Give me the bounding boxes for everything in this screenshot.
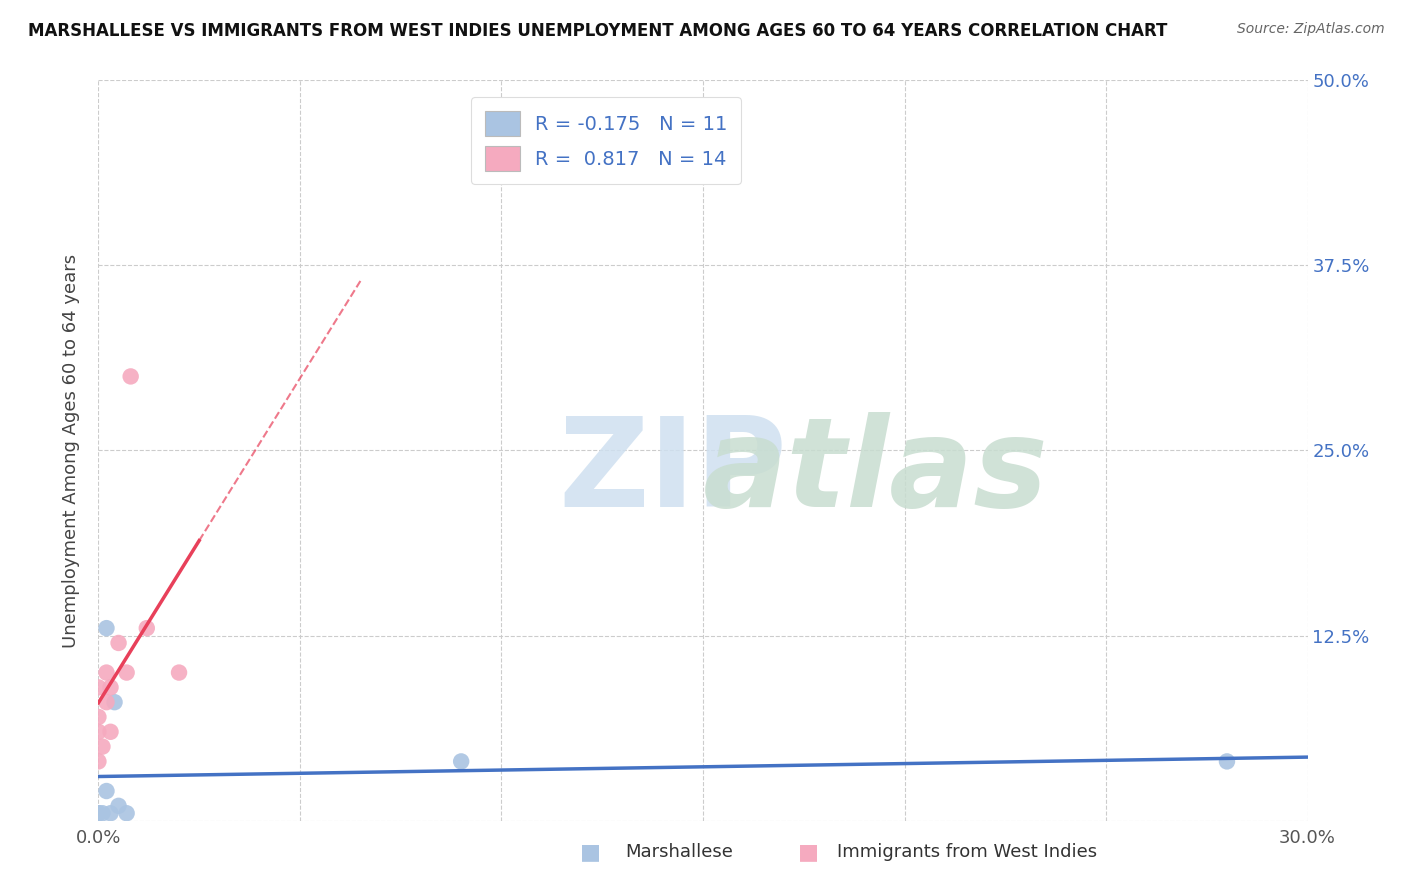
Point (96, 621, 118, 635)
Point (115, 665, 138, 680)
Point (107, 636, 129, 650)
Point (87, 710, 110, 724)
Point (135, 621, 157, 635)
Point (87, 755, 110, 769)
Point (96, 665, 118, 680)
Point (103, 695, 125, 709)
Text: Source: ZipAtlas.com: Source: ZipAtlas.com (1237, 22, 1385, 37)
Point (87, 806, 110, 821)
Text: ZIP: ZIP (558, 412, 786, 533)
Point (91, 806, 114, 821)
Point (87, 806, 110, 821)
Text: ■: ■ (581, 842, 600, 862)
Text: atlas: atlas (703, 412, 1049, 533)
Point (96, 695, 118, 709)
Point (96, 784, 118, 798)
Legend: R = -0.175   N = 11, R =  0.817   N = 14: R = -0.175 N = 11, R = 0.817 N = 14 (471, 97, 741, 185)
Point (107, 798, 129, 813)
Point (450, 755, 472, 769)
Text: MARSHALLESE VS IMMIGRANTS FROM WEST INDIES UNEMPLOYMENT AMONG AGES 60 TO 64 YEAR: MARSHALLESE VS IMMIGRANTS FROM WEST INDI… (28, 22, 1167, 40)
Text: ■: ■ (799, 842, 818, 862)
Point (100, 724, 122, 739)
Point (167, 665, 190, 680)
Text: Immigrants from West Indies: Immigrants from West Indies (837, 843, 1097, 861)
Text: Marshallese: Marshallese (626, 843, 734, 861)
Point (115, 806, 138, 821)
Point (120, 369, 142, 384)
Point (87, 681, 110, 695)
Point (91, 739, 114, 754)
Point (100, 806, 122, 821)
Point (1216, 755, 1239, 769)
Point (87, 724, 110, 739)
Y-axis label: Unemployment Among Ages 60 to 64 years: Unemployment Among Ages 60 to 64 years (62, 253, 80, 648)
Point (100, 681, 122, 695)
